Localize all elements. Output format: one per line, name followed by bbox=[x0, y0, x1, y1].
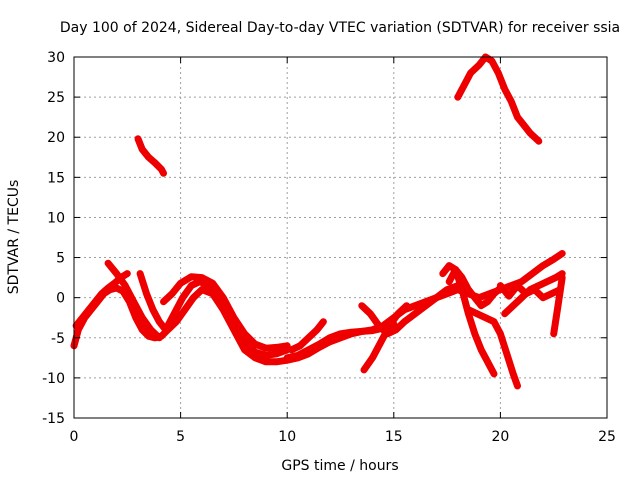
series-track-18 bbox=[550, 274, 566, 338]
y-tick-label: -10 bbox=[42, 371, 65, 387]
x-tick-label: 10 bbox=[278, 429, 296, 445]
y-tick-label: 30 bbox=[47, 50, 65, 66]
y-tick-label: 15 bbox=[47, 170, 65, 186]
x-tick-label: 15 bbox=[385, 429, 403, 445]
y-tick-label: -5 bbox=[51, 331, 65, 347]
series-track-17 bbox=[501, 270, 566, 318]
y-tick-label: 20 bbox=[47, 130, 65, 146]
series-track-6 bbox=[160, 273, 291, 352]
series-track-14 bbox=[464, 306, 521, 390]
x-tick-label: 25 bbox=[598, 429, 616, 445]
y-tick-label: 0 bbox=[56, 291, 65, 307]
series-track-12 bbox=[439, 262, 498, 378]
x-axis-label: GPS time / hours bbox=[281, 458, 398, 474]
y-tick-label: 25 bbox=[47, 90, 65, 106]
grid bbox=[74, 57, 607, 418]
y-tick-label: 10 bbox=[47, 210, 65, 226]
series-track-9 bbox=[288, 318, 327, 354]
y-axis-label: SDTVAR / TECUs bbox=[6, 180, 22, 295]
series-track-13 bbox=[445, 266, 504, 310]
series-track-7 bbox=[162, 278, 291, 359]
plot-frame bbox=[73, 56, 608, 419]
series-track-15 bbox=[454, 53, 543, 145]
data-series bbox=[70, 53, 566, 390]
axis-ticks: 0 5 10 15 20 25 -15 -10 -5 0 5 10 15 20 25 30 bbox=[42, 50, 616, 445]
y-tick-label: 5 bbox=[56, 251, 65, 267]
y-tick-label: -15 bbox=[42, 411, 65, 427]
chart-title: Day 100 of 2024, Sidereal Day-to-day VTE… bbox=[60, 20, 620, 36]
x-tick-label: 5 bbox=[176, 429, 185, 445]
series-track-8 bbox=[283, 320, 398, 362]
series-track-10 bbox=[358, 282, 462, 338]
series-track-3 bbox=[104, 259, 163, 342]
x-tick-label: 0 bbox=[70, 429, 79, 445]
series-track-5 bbox=[136, 270, 170, 334]
series-track-11 bbox=[360, 302, 411, 374]
x-tick-label: 20 bbox=[491, 429, 509, 445]
series-track-4 bbox=[134, 135, 167, 177]
